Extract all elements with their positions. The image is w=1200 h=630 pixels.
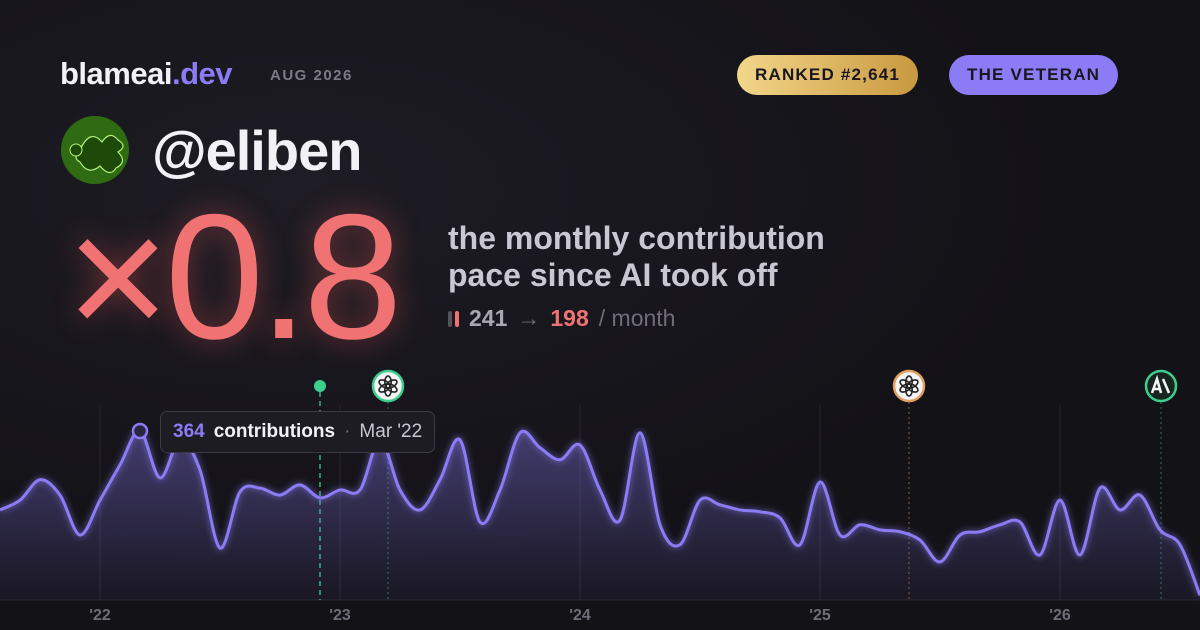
event-dot — [314, 380, 326, 392]
tooltip-value: 364 — [173, 421, 205, 442]
event-icon-petal — [899, 379, 912, 389]
brand-suffix: .dev — [171, 56, 233, 91]
event-icon-ring — [371, 369, 405, 403]
pace: 241 → 198 / month — [448, 305, 675, 332]
pace-before: 241 — [469, 305, 508, 331]
event-icon-ring — [892, 369, 926, 403]
x-tick-label: '24 — [569, 607, 591, 624]
rank-badge: RANKED #2,641 — [737, 55, 919, 95]
x-tick-label: '26 — [1049, 607, 1071, 624]
pace-arrow: → — [517, 305, 541, 331]
avatar-fractal — [75, 134, 124, 174]
brand-name: blameai — [60, 56, 172, 91]
highlight-point — [131, 422, 149, 440]
event-icon-ring — [1144, 369, 1178, 403]
title-badge: THE VETERAN — [949, 55, 1119, 95]
x-tick-label: '23 — [329, 607, 351, 624]
event-icon-petal — [378, 379, 391, 389]
x-tick-label: '22 — [89, 607, 111, 624]
tooltip-label: contributions — [213, 421, 336, 442]
event-icon-glyph — [1150, 374, 1171, 394]
avatar-fractal — [69, 143, 83, 157]
caption: pace since AI took off — [448, 257, 778, 293]
event-icon — [892, 369, 926, 403]
handle: @eliben — [152, 119, 362, 182]
tooltip: 364 contributions · Mar '22 — [160, 411, 436, 453]
event-icon — [371, 369, 405, 403]
event-icon — [1144, 369, 1178, 403]
line — [0, 429, 1200, 596]
tooltip-separator: · — [344, 421, 351, 442]
multiplier: ×0.8 — [66, 177, 402, 376]
pace-unit: / month — [598, 305, 676, 331]
pace-after: 198 — [550, 305, 589, 331]
caption: the monthly contribution — [448, 220, 825, 256]
tooltip-period: Mar '22 — [359, 421, 423, 442]
area — [0, 430, 1200, 600]
x-tick-label: '25 — [809, 607, 831, 624]
date: AUG 2026 — [270, 67, 353, 84]
brand: blameai.dev — [60, 56, 232, 92]
pace-icon — [448, 310, 459, 327]
